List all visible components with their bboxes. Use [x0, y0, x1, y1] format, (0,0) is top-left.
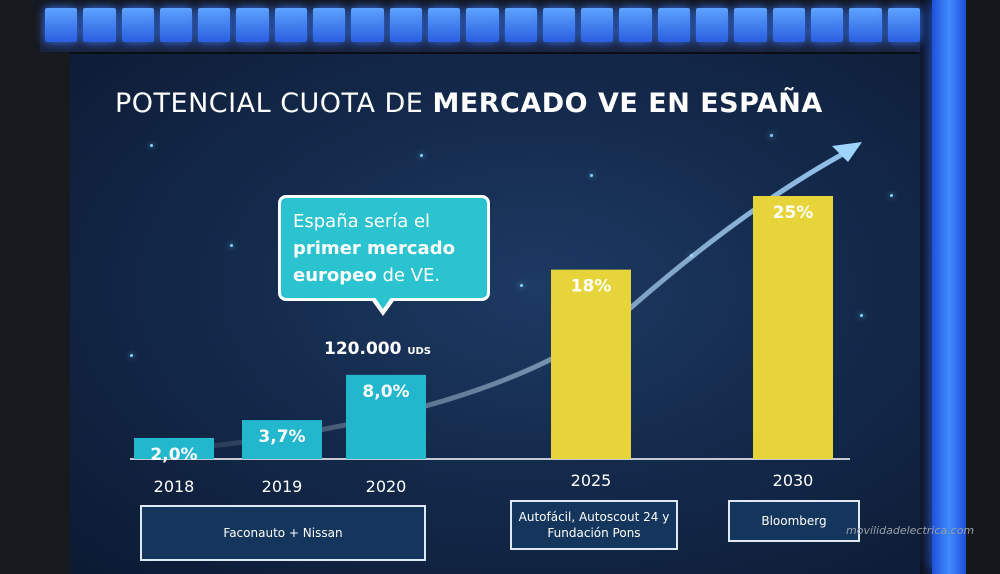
- bar-value-label-2030: 25%: [773, 203, 814, 223]
- bar-value-label-2020: 8,0%: [362, 382, 409, 402]
- watermark: movilidadelectrica.com: [846, 524, 975, 537]
- source-box-bloomberg: Bloomberg: [728, 500, 860, 542]
- bar-2030: [753, 196, 833, 459]
- callout-box: España sería el primer mercado europeo d…: [278, 195, 490, 301]
- bar-2018: [134, 437, 214, 459]
- callout-line-1: España sería el: [293, 211, 431, 232]
- title-regular: POTENCIAL CUOTA DE: [115, 88, 433, 119]
- units-value: 120.000: [324, 339, 402, 359]
- source-box-faconauto: Faconauto + Nissan: [140, 505, 426, 561]
- stage-side-light: [932, 0, 966, 574]
- source-label: Bloomberg: [761, 514, 827, 528]
- source-label: Autofácil, Autoscout 24 y Fundación Pons: [518, 510, 670, 540]
- left-backdrop: [0, 0, 70, 574]
- bar-2019: [242, 420, 322, 459]
- right-backdrop: [966, 0, 1000, 574]
- source-label: Faconauto + Nissan: [223, 526, 343, 540]
- callout-line-3-bold: europeo: [293, 265, 377, 286]
- source-box-autofacil: Autofácil, Autoscout 24 y Fundación Pons: [510, 500, 678, 550]
- x-tick-label-2019: 2019: [262, 477, 303, 496]
- presentation-screen: POTENCIAL CUOTA DE MERCADO VE EN ESPAÑA …: [70, 54, 920, 574]
- units-label: UDS: [407, 346, 431, 357]
- bar-value-label-2018: 2,0%: [150, 445, 197, 465]
- x-tick-label-2030: 2030: [773, 471, 814, 490]
- x-tick-label-2018: 2018: [154, 477, 195, 496]
- bar-value-label-2019: 3,7%: [258, 427, 305, 447]
- bar-value-label-2025: 18%: [571, 277, 612, 297]
- title-bold: MERCADO VE EN ESPAÑA: [432, 88, 823, 119]
- market-share-chart: 2,0% 2018 3,7% 2019 8,0% 2020 18% 2025 25% 2030: [129, 142, 862, 496]
- bar-2025: [551, 269, 631, 459]
- callout-line-3: de VE.: [376, 265, 441, 286]
- x-tick-label-2025: 2025: [571, 471, 612, 490]
- x-tick-label-2020: 2020: [366, 477, 407, 496]
- callout-line-2: primer mercado: [293, 238, 455, 259]
- trend-arrow-head: [832, 142, 862, 162]
- trend-arrow-line: [129, 146, 854, 457]
- bar-2020: [346, 374, 426, 459]
- units-annotation: 120.000 UDS: [324, 339, 431, 359]
- stage-light-strip: [45, 8, 920, 42]
- slide-title: POTENCIAL CUOTA DE MERCADO VE EN ESPAÑA: [115, 88, 823, 119]
- callout-tail-fill: [374, 296, 392, 309]
